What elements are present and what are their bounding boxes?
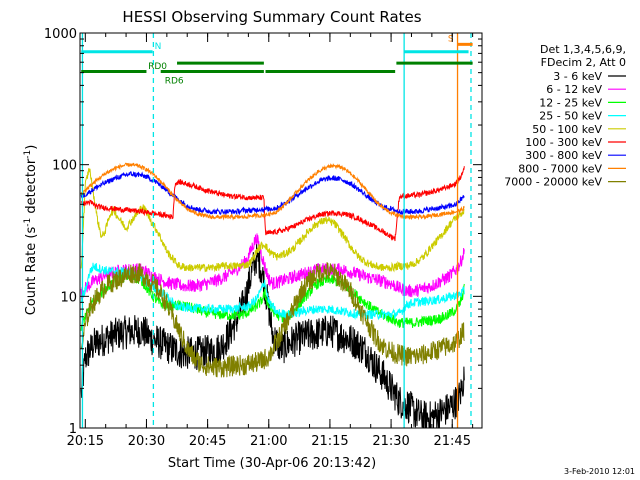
series-line: [80, 171, 465, 216]
series-line: [80, 167, 465, 273]
x-tick-label: 21:00: [250, 434, 287, 449]
legend: Det 1,3,4,5,6,9,FDecim 2, Att 03 - 6 keV…: [504, 43, 626, 189]
legend-label: 25 - 50 keV: [539, 110, 602, 123]
x-tick-label: 20:30: [128, 434, 165, 449]
vertical-markers: [81, 33, 472, 428]
legend-label: 100 - 300 keV: [525, 136, 602, 149]
legend-label: 3 - 6 keV: [553, 70, 602, 83]
legend-label: 300 - 800 keV: [525, 149, 602, 162]
flag-label: S: [448, 34, 454, 44]
x-tick-label: 21:30: [372, 434, 409, 449]
legend-label: 800 - 7000 keV: [518, 162, 602, 175]
legend-header: FDecim 2, Att 0: [541, 56, 626, 69]
x-axis-label: Start Time (30-Apr-06 20:13:42): [168, 456, 376, 471]
plot-frame: [79, 32, 483, 429]
x-tick-label: 20:45: [189, 434, 226, 449]
series-line: [80, 241, 465, 428]
y-axis-label: Count Rate (s-1 detector-1): [23, 145, 39, 316]
legend-header: Det 1,3,4,5,6,9,: [540, 43, 626, 56]
y-tick-label: 100: [52, 159, 77, 174]
flag-bars: N S RD0 RD6: [81, 34, 473, 87]
legend-label: 6 - 12 keV: [546, 83, 602, 96]
series-line: [80, 270, 465, 331]
x-tick-label: 20:15: [67, 434, 104, 449]
x-tick-label: 21:15: [311, 434, 348, 449]
flag-label: RD6: [165, 77, 184, 87]
flag-label: N: [155, 42, 162, 52]
y-tick-label: 1000: [44, 27, 77, 42]
y-tick-label: 1: [69, 422, 77, 437]
flag-label: RD0: [148, 62, 167, 72]
series-line: [80, 162, 465, 221]
series-line: [80, 262, 465, 378]
series-line: [80, 166, 465, 242]
x-tick-label: 21:45: [434, 434, 471, 449]
chart-title: HESSI Observing Summary Count Rates: [122, 8, 421, 26]
axes: 1 10 100 1000 20:15 20:30 20:45 21:00 21:15 21:30…: [44, 27, 482, 449]
legend-label: 50 - 100 keV: [532, 123, 602, 136]
y-tick-label: 10: [60, 290, 77, 305]
legend-label: 12 - 25 keV: [539, 96, 602, 109]
series-layer: [80, 162, 465, 428]
legend-label: 7000 - 20000 keV: [504, 176, 602, 189]
date-stamp: 3-Feb-2010 12:01: [564, 467, 635, 476]
